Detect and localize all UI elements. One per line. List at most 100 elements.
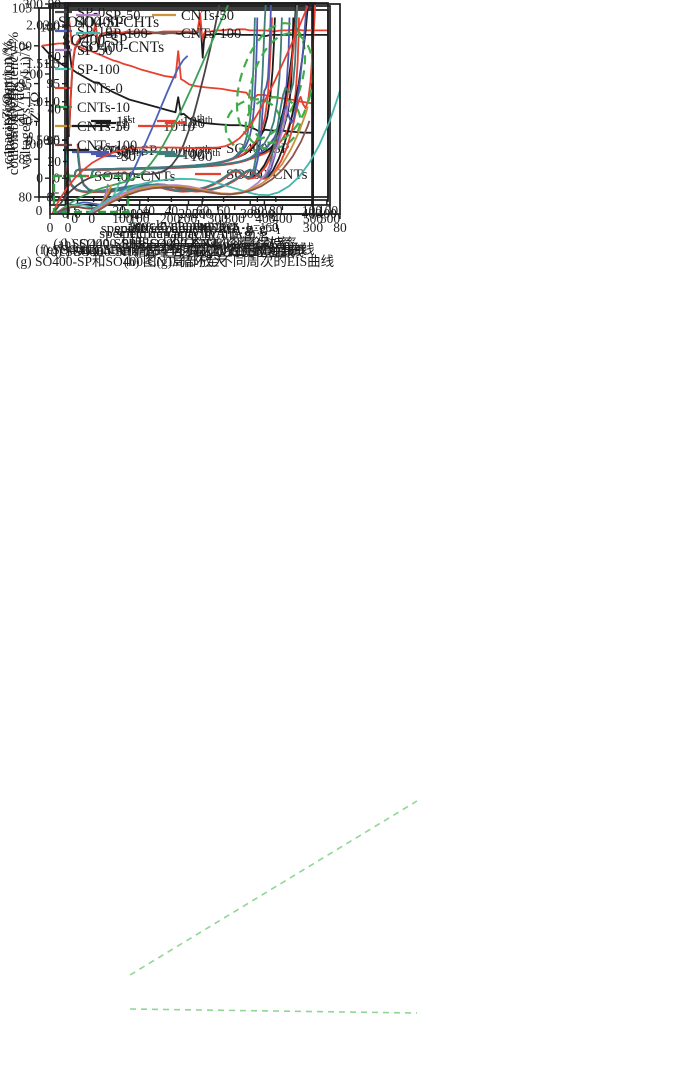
highlight-ellipse [247,32,315,144]
x-tick-label: 0 [88,211,95,226]
legend-label: SP-100 [77,62,120,78]
highlight-ellipse [235,22,307,140]
series-100th [90,17,283,177]
x-tick-label: 200 [215,220,236,235]
svg-text:SO400-SP: SO400-SP [58,14,123,31]
y-tick-label: 100 [23,137,44,152]
y-tick-label: 0 [53,171,60,186]
legend-label: CNTs-0 [77,81,123,97]
svg-text:specific capacity/mA·h·g⁻¹: specific capacity/mA·h·g⁻¹ [116,226,280,242]
y-tick-label: 2.0 [26,18,43,33]
svg-text:capacity retention/%: capacity retention/% [0,41,16,165]
x-tick-label: 0 [36,203,43,218]
svg-text:-Z′/Ω: -Z′/Ω [0,93,16,125]
svg-text:-Z″/Ω: -Z″/Ω [28,92,44,127]
x-tick-label: 0 [65,220,72,235]
y-tick-label: 100 [12,38,33,53]
svg-text:SO400-CHTs: SO400-CHTs [75,14,159,31]
caption-d: (d) SO400-CNTs 循环至不同周次的充电曲线 [46,244,304,259]
y-tick-label: 20 [48,154,62,169]
panel-eis-zoom: 0 20 40 60 80 20 40 60 80 Z′/Ω -Z″/Ω SP-50 SP-100 CNT… [0,0,350,271]
series-CNTs-100 [93,120,311,214]
highlight-ellipse [224,98,282,152]
y-tick-label: 2.0 [43,18,60,33]
y-tick-label: 80 [19,190,33,205]
zoom-connector-line [129,800,418,976]
x-tick-label: 300 [303,220,324,235]
caption-e: (e) SO400-SP循环至不同周次的容量微分曲线 [42,242,308,257]
x-tick-label: 40 [197,220,211,235]
y-tick-label: 1.0 [43,94,60,109]
legend-label: CNTs-10 [77,100,130,116]
x-tick-label: 0 [64,203,71,218]
y-tick-label: 0.5 [26,132,43,147]
legend-label: SP-0 [77,5,105,21]
x-tick-label: 100 [128,220,149,235]
svg-text:Z′/Ω: Z′/Ω [191,235,218,251]
series-SP-100 [87,90,341,214]
svg-text:dV/dQ: dV/dQ [4,82,20,121]
y-tick-label: 85 [19,152,33,167]
y-tick-label: 105 [12,1,33,16]
legend-label: CNTs-50 [77,119,130,135]
svg-text:cycle number: cycle number [157,218,238,234]
caption-b: (b) SO400-SP和SO400-CNTs的库仑效率 [59,236,291,251]
caption-h: (h) 图(g)局部放大 [123,254,227,269]
plot-frame [66,5,331,206]
series-SP-10 [59,55,189,215]
svg-text:dV/dQ: dV/dQ [12,82,28,121]
y-tick-label: 300 [23,0,44,12]
y-tick-label: 40 [48,102,62,117]
series-CNTs-0 [51,5,309,214]
x-tick-label: 60 [265,220,279,235]
series-SP-0 [51,5,221,214]
x-tick-label: 0 [47,220,54,235]
y-tick-label: 90 [19,114,33,129]
y-tick-label: 1.5 [43,56,60,71]
legend-label: SP-50 [105,8,140,24]
chart-eis-zoom: 0 20 40 60 8020406080Z′/Ω-Z″/ΩSP-50SP-100CNT… [28,0,347,251]
series-SP-50 [89,100,290,214]
series-SO400-CNTs [67,12,328,135]
svg-text:voltage(vs. Li⁺/Li)/V: voltage(vs. Li⁺/Li)/V [2,41,18,169]
svg-text:coulombic efficiency/%: coulombic efficiency/% [6,32,22,175]
svg-text:SO400-CNTs: SO400-CNTs [80,39,164,56]
caption-c: (c) SO400-SP 循环至不同周次的充电曲线 [54,244,296,259]
x-tick-label: 80 [333,220,347,235]
legend-label: CNTs-100 [181,26,241,42]
panel-cnts-dvdq-curves: 0 100 200 300 400 specific capacity/mA·h·g⁻¹ d… [0,0,350,259]
legend-label: CNTs-100 [77,138,137,154]
y-tick-label: 95 [19,76,33,91]
legend-label: SP-100 [105,26,148,42]
svg-text:specific capacity/mA·h·g⁻¹: specific capacity/mA·h·g⁻¹ [114,221,278,237]
series-CNTs-10 [55,5,229,215]
legend-label: CNTs-50 [181,8,234,24]
svg-text:SO400-SP: SO400-SP [62,32,127,49]
svg-text:cycle number: cycle number [135,218,216,234]
y-tick-label: 80 [48,0,62,12]
panel-sp-dvdq-curves: 0 100 200 300 400 specific capacity/mA·h·g⁻¹ d… [0,0,350,259]
caption-f: (f) SO400-CNTs循环至不同周次的容量微分曲线 [35,242,315,257]
caption-g: (g) SO400-SP和SO400-CNTs循环至不同周次的EIS曲线 [15,254,335,269]
plot-frame [64,2,329,201]
zoom-connector-line [129,1008,418,1014]
x-tick-label: 0 [71,211,78,226]
legend-label: SP-50 [77,43,112,59]
svg-text:Z′/Ω: Z′/Ω [168,235,195,251]
series-CNTs-100 [54,188,114,215]
x-tick-label: 20 [129,220,143,235]
y-tick-label: 1.0 [26,94,43,109]
y-tick-label: 1.5 [26,56,43,71]
y-tick-label: 0 [36,171,43,186]
series-CNTs-50 [93,106,309,214]
caption-a: (a) SO400-SP和SO400-CNTs的容量保持率 [53,236,297,251]
y-tick-label: 60 [48,49,62,64]
y-tick-label: 200 [23,67,44,82]
series-100th [73,17,256,177]
svg-text:specific capacity/mA·h·g⁻¹: specific capacity/mA·h·g⁻¹ [101,221,265,237]
svg-text:voltage(vs. Li⁺/Li)/V: voltage(vs. Li⁺/Li)/V [18,41,34,169]
svg-text:specific capacity/mA·h·g⁻¹: specific capacity/mA·h·g⁻¹ [99,226,263,242]
